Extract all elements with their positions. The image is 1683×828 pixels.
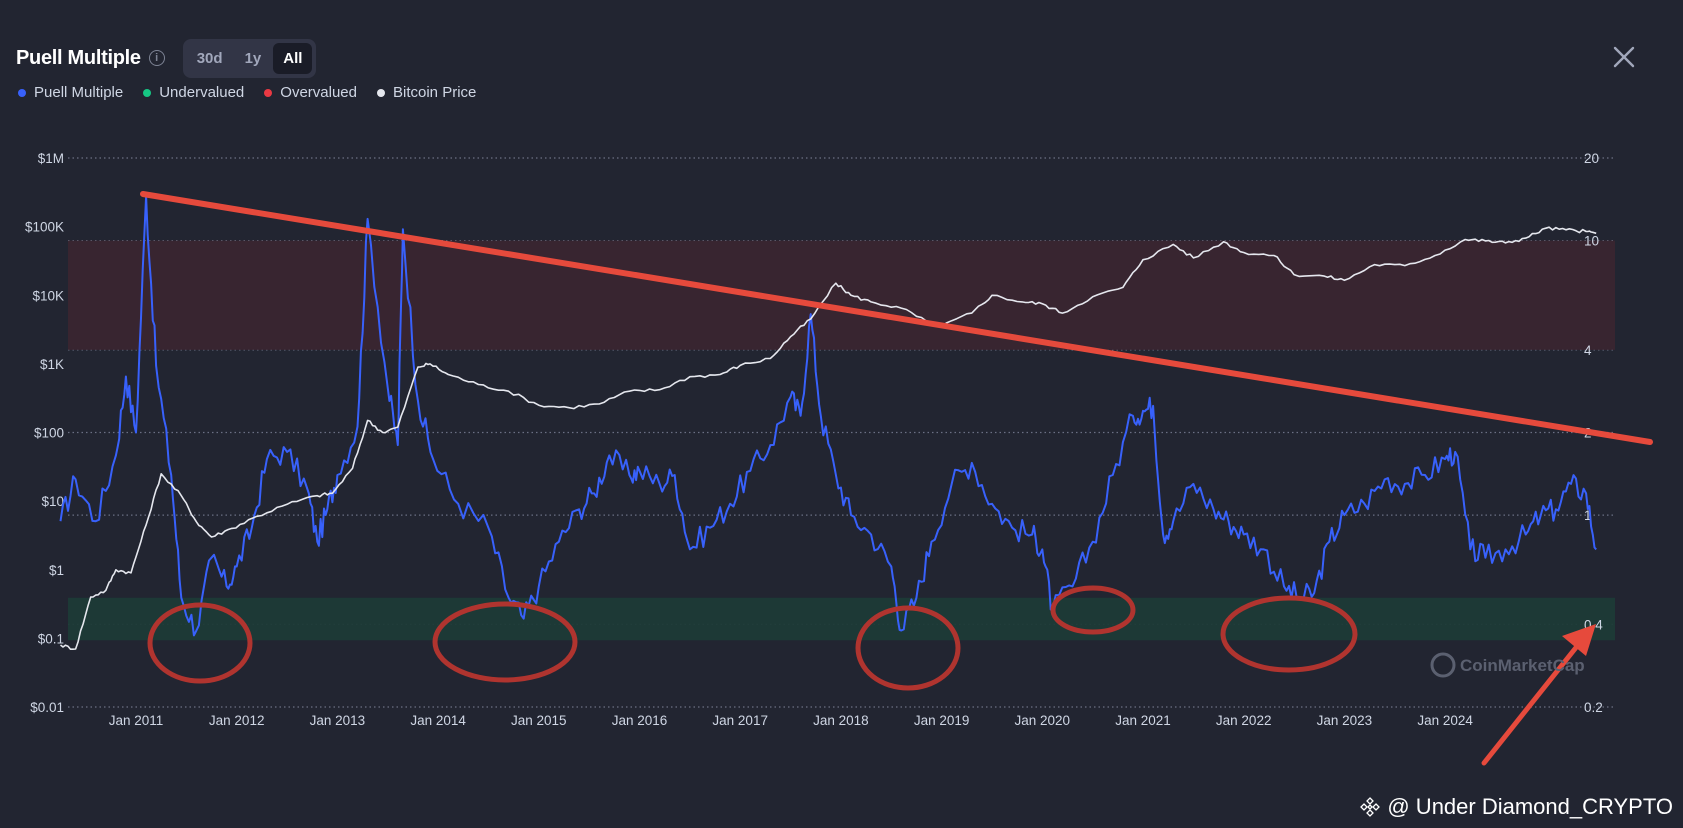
annotations [140,191,1653,766]
x-tick-label: Jan 2023 [1317,713,1373,728]
left-tick-label: $100 [34,426,64,441]
legend-label: Bitcoin Price [393,84,477,101]
right-tick-label: 4 [1584,343,1592,358]
left-tick-label: $100K [25,220,64,235]
right-tick-label: 10 [1584,234,1599,249]
left-tick-label: $10 [41,494,64,509]
bottom-circle-mark [1220,595,1358,673]
x-tick-label: Jan 2019 [914,713,970,728]
arrow-head [1562,624,1596,656]
trendline [140,191,1653,445]
right-tick-label: 20 [1584,151,1599,166]
chart-header: Puell Multiple i 30d 1y All [16,38,317,78]
legend-dot [377,88,385,97]
range-selector: 30d 1y All [182,38,317,78]
credit-text: @ Under Diamond_CRYPTO [1387,794,1673,819]
range-all-button[interactable]: All [273,42,313,74]
band-undervalued [68,597,1615,641]
legend-label: Overvalued [280,84,357,101]
x-tick-label: Jan 2016 [612,713,668,728]
series-line-puell-multiple [59,195,1597,637]
bottom-circle-mark [147,602,253,684]
left-tick-label: $0.1 [38,631,64,646]
right-tick-label: 1 [1584,508,1592,523]
series-line-bitcoin-price [60,226,1597,650]
x-tick-label: Jan 2012 [209,713,265,728]
x-tick-label: Jan 2011 [109,713,164,728]
x-tick-label: Jan 2022 [1216,713,1272,728]
x-tick-label: Jan 2015 [511,713,567,728]
info-icon[interactable]: i [148,50,165,66]
x-tick-label: Jan 2017 [712,713,768,728]
range-1y-button[interactable]: 1y [244,49,262,67]
legend-item-undervalued[interactable]: Undervalued [143,84,244,101]
range-30d-button[interactable]: 30d [196,49,223,67]
legend-dot [18,88,26,97]
x-axis-ticks: Jan 2011 Jan 2012 Jan 2013 Jan 2014 Jan 2015… [109,713,1474,728]
x-tick-label: Jan 2018 [813,713,869,728]
legend-item-puell[interactable]: Puell Multiple [18,84,123,101]
cmc-watermark: CoinMarketCap [1430,652,1585,678]
left-tick-label: $10K [32,288,64,303]
chart-legend: Puell Multiple Undervalued Overvalued Bi… [18,84,476,101]
band-overvalued [68,240,1615,350]
series-lines [59,195,1597,650]
left-tick-label: $1M [38,151,64,166]
binance-square-icon [1360,797,1381,817]
left-axis-ticks: $1M $100K $10K $1K $100 $10 $1 $0.1 $0.01 [25,151,64,715]
close-icon[interactable] [1609,42,1639,72]
chart-title: Puell Multiple [16,46,141,69]
left-tick-label: $1 [49,563,64,578]
legend-label: Undervalued [159,84,245,101]
legend-label: Puell Multiple [34,84,124,101]
valuation-bands [68,240,1615,641]
left-tick-label: $0.01 [30,700,64,715]
x-tick-label: Jan 2024 [1417,713,1473,728]
bottom-circle-mark [432,601,578,683]
x-tick-label: Jan 2021 [1115,713,1171,728]
author-credit: @ Under Diamond_CRYPTO [1359,794,1673,820]
x-tick-label: Jan 2020 [1015,713,1071,728]
legend-item-overvalued[interactable]: Overvalued [264,84,357,101]
legend-item-bitcoin-price[interactable]: Bitcoin Price [377,84,476,101]
arrow-shaft [1481,637,1585,766]
legend-dot [143,88,152,97]
x-tick-label: Jan 2014 [410,713,466,728]
legend-dot [264,88,273,97]
left-tick-label: $1K [40,357,64,372]
x-tick-label: Jan 2013 [310,713,366,728]
bottom-circle-mark [855,605,961,691]
bottom-circle-mark [1050,585,1136,635]
right-tick-label: 0.2 [1584,700,1603,715]
watermark-text: CoinMarketCap [1460,656,1585,675]
